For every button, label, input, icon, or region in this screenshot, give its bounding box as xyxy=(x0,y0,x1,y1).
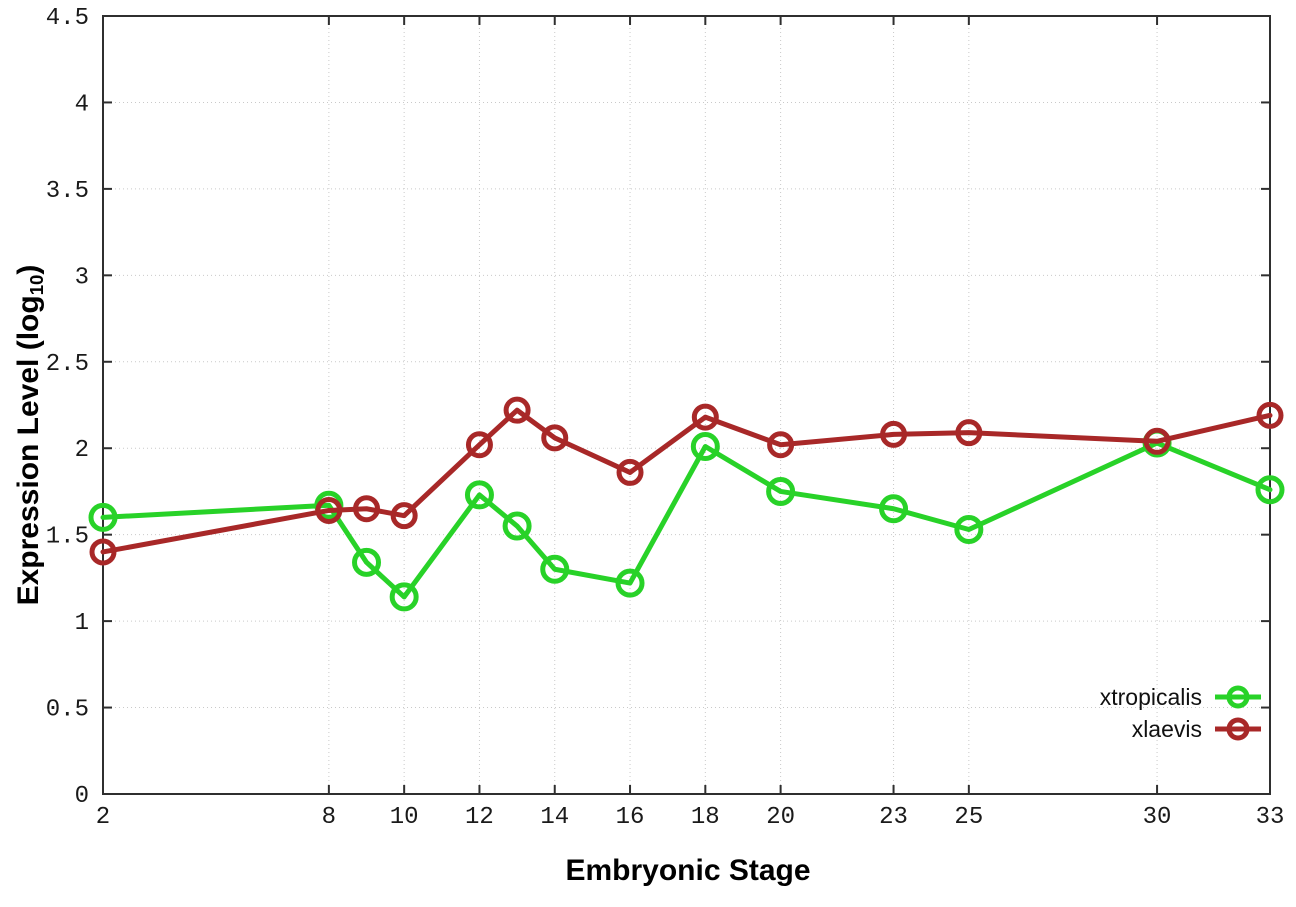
x-tick-label: 23 xyxy=(879,804,908,831)
x-tick-label: 18 xyxy=(691,804,720,831)
legend-item-xlaevis: xlaevis xyxy=(1132,716,1264,742)
y-axis-title: Expression Level (log10) xyxy=(12,265,48,606)
x-tick-label: 33 xyxy=(1256,804,1285,831)
y-tick-label: 1.5 xyxy=(46,524,89,551)
legend: xtropicalis xlaevis xyxy=(1100,684,1264,742)
data-point-xlaevis xyxy=(503,396,531,424)
data-point-xtropicalis xyxy=(502,511,532,541)
x-tick-label: 16 xyxy=(616,804,645,831)
legend-item-xtropicalis: xtropicalis xyxy=(1100,684,1264,710)
x-tick-label: 2 xyxy=(96,804,110,831)
legend-marker-xtropicalis-icon xyxy=(1215,685,1261,709)
y-tick-label: 2 xyxy=(75,437,89,464)
y-tick-label: 0 xyxy=(75,783,89,810)
legend-label-xtropicalis: xtropicalis xyxy=(1099,684,1202,710)
data-point-xlaevis xyxy=(1256,401,1284,429)
data-point-xtropicalis xyxy=(88,502,118,532)
data-point-xtropicalis xyxy=(766,476,796,506)
data-point-xlaevis xyxy=(390,502,418,530)
data-point-xtropicalis xyxy=(540,554,570,584)
y-tick-label: 0.5 xyxy=(46,697,89,724)
data-point-xtropicalis xyxy=(615,568,645,598)
data-point-xtropicalis xyxy=(690,431,720,461)
y-tick-label: 4.5 xyxy=(46,5,89,32)
y-axis-title-close: ) xyxy=(11,264,45,275)
y-tick-label: 1 xyxy=(75,610,89,637)
data-point-xlaevis xyxy=(1143,427,1171,455)
x-tick-label: 20 xyxy=(766,804,795,831)
data-point-xlaevis xyxy=(691,403,719,431)
data-point-xlaevis xyxy=(955,419,983,447)
data-point-xlaevis xyxy=(767,431,795,459)
data-point-xtropicalis xyxy=(879,494,909,524)
legend-label-xlaevis: xlaevis xyxy=(1131,716,1202,742)
data-point-xlaevis xyxy=(465,431,493,459)
data-point-xlaevis xyxy=(616,458,644,486)
data-point-xlaevis xyxy=(353,495,381,523)
x-tick-label: 12 xyxy=(465,804,494,831)
data-point-xlaevis xyxy=(89,538,117,566)
x-tick-label: 14 xyxy=(540,804,569,831)
data-point-xtropicalis xyxy=(954,514,984,544)
y-tick-label: 2.5 xyxy=(46,351,89,378)
x-axis-title: Embryonic Stage xyxy=(565,854,811,887)
legend-marker-xlaevis-icon xyxy=(1215,717,1261,741)
data-point-xtropicalis xyxy=(352,547,382,577)
y-axis-title-subscript: 10 xyxy=(26,274,48,296)
data-point-xtropicalis xyxy=(389,582,419,612)
y-tick-label: 3 xyxy=(75,264,89,291)
data-point-xlaevis xyxy=(315,496,343,524)
data-point-xtropicalis xyxy=(1255,475,1285,505)
y-axis-title-text: Expression Level (log xyxy=(11,295,45,606)
data-point-xtropicalis xyxy=(464,480,494,510)
x-tick-label: 8 xyxy=(322,804,336,831)
x-tick-label: 30 xyxy=(1143,804,1172,831)
data-point-xlaevis xyxy=(541,424,569,452)
x-tick-label: 10 xyxy=(390,804,419,831)
y-tick-label: 3.5 xyxy=(46,178,89,205)
y-tick-label: 4 xyxy=(75,91,89,118)
plot-border xyxy=(102,15,1271,795)
x-tick-label: 25 xyxy=(954,804,983,831)
data-point-xlaevis xyxy=(880,420,908,448)
